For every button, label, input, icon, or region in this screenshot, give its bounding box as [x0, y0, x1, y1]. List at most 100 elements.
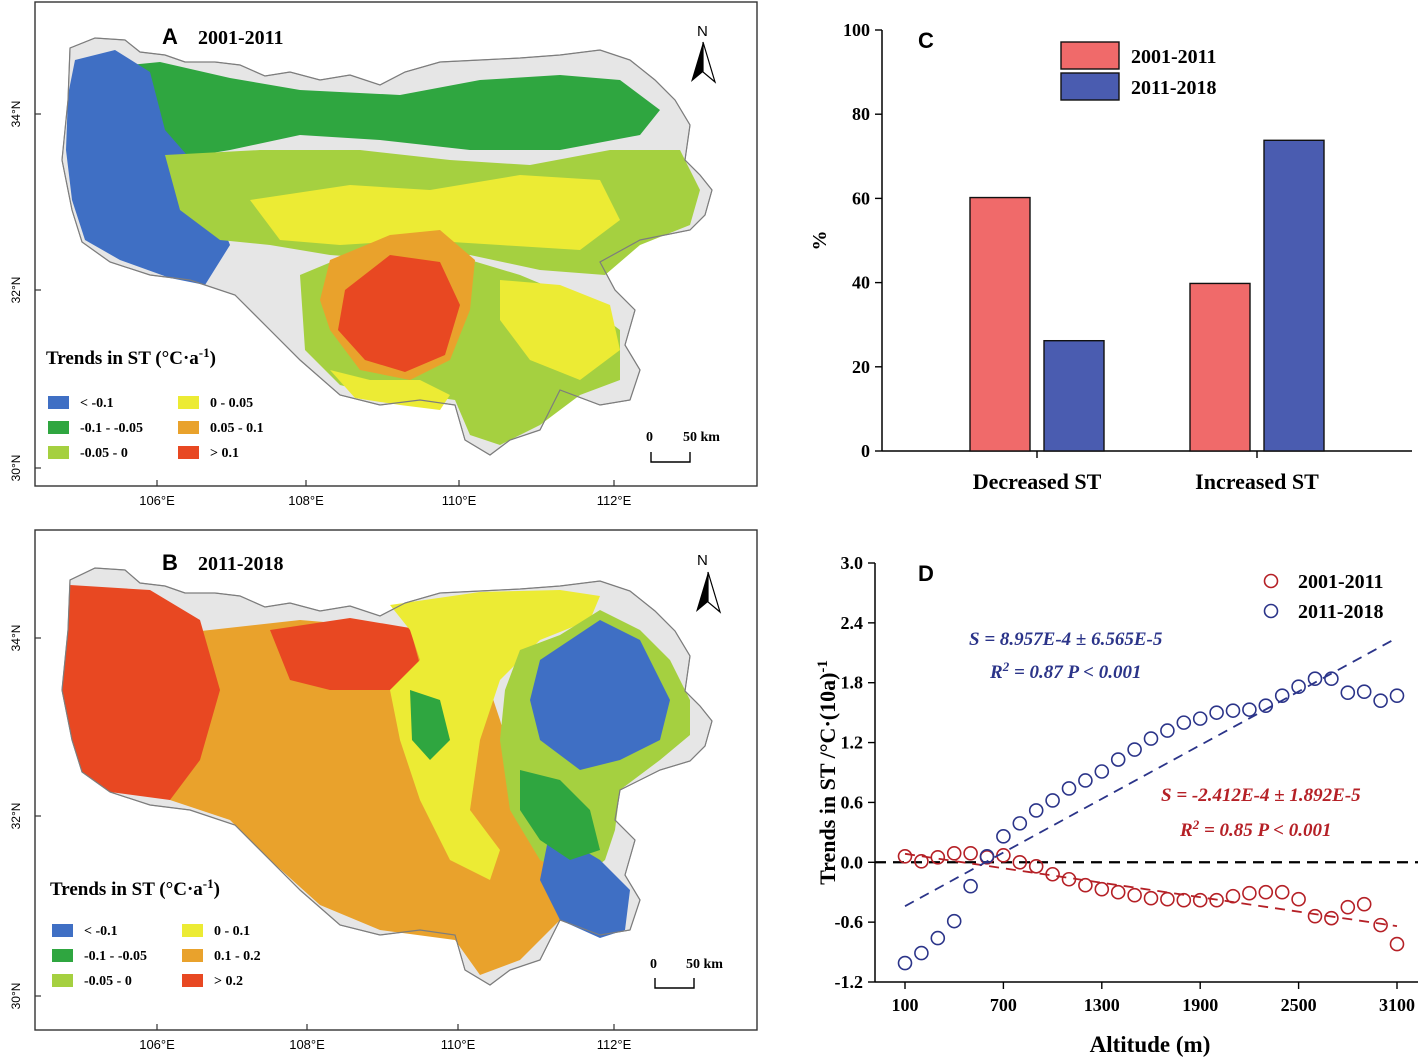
map-a-scalebar: 0 50 km [646, 430, 720, 463]
lat-tick-label: 34°N [9, 101, 23, 128]
legend-label: > 0.1 [210, 446, 239, 461]
scatter-point [1373, 693, 1388, 708]
lon-tick-label: 112°E [597, 1037, 632, 1052]
y-tick-label: 40 [852, 273, 870, 293]
svg-text:50 km: 50 km [686, 957, 723, 972]
legend-label: -0.05 - 0 [84, 974, 132, 989]
y-tick-label: 1.2 [841, 733, 864, 753]
svg-text:0: 0 [646, 430, 653, 445]
y-axis-label: Trends in ST /°C·(10a)-1 [815, 660, 840, 885]
legend-label: -0.1 - -0.05 [80, 421, 143, 436]
scatter-point [1291, 679, 1306, 695]
legend-swatch [52, 974, 73, 987]
scatter-point [914, 945, 929, 961]
fit-r-squared: R2 = 0.87 P < 0.001 [989, 659, 1142, 684]
scatter-point [963, 846, 978, 861]
map-a-ticks: 34°N 32°N 30°N 106°E 108°E 110°E 112°E [9, 101, 632, 508]
panel-b-label: B [162, 550, 178, 575]
bar [1189, 282, 1251, 452]
scatter-point [1258, 884, 1274, 900]
map-b-scalebar: 0 50 km [650, 957, 723, 989]
scatter-point [1324, 910, 1339, 926]
lat-tick-label: 30°N [9, 983, 23, 1010]
lon-tick-label: 110°E [442, 493, 477, 508]
fit-line [904, 852, 1398, 928]
legend-marker [1263, 603, 1279, 619]
y-tick-label: 3.0 [841, 553, 864, 573]
map-b-ticks: 34°N 32°N 30°N 106°E 108°E 110°E 112°E [9, 625, 632, 1052]
y-tick-label: 100 [843, 20, 870, 40]
svg-text:0: 0 [650, 957, 657, 972]
scatter-point [1389, 936, 1405, 952]
map-b-title: 2011-2018 [198, 553, 284, 575]
scatter-point [1209, 892, 1224, 908]
scatter-point [1078, 773, 1093, 788]
legend-swatch [52, 924, 73, 937]
lat-tick-label: 32°N [9, 277, 23, 304]
legend-label: -0.05 - 0 [80, 446, 128, 461]
y-tick-label: 60 [852, 188, 870, 208]
x-tick-label: Decreased ST [973, 469, 1102, 494]
legend-label: > 0.2 [214, 974, 243, 989]
legend-label: -0.1 - -0.05 [84, 949, 147, 964]
scatter-point [1143, 731, 1159, 746]
scatter-point [1045, 793, 1060, 808]
scatter-point [930, 930, 946, 946]
scatter-point [1324, 671, 1339, 687]
scatter-point [1061, 781, 1077, 796]
scatter-point [1143, 890, 1159, 906]
scatter-point [1307, 908, 1323, 924]
scatter-point [1356, 896, 1372, 912]
panel-a-label: A [162, 24, 178, 49]
legend-label: < -0.1 [84, 924, 118, 939]
bar [969, 196, 1031, 452]
legend-label: 2001-2011 [1131, 46, 1217, 68]
lon-tick-label: 110°E [441, 1037, 476, 1052]
scatter-point [897, 848, 913, 864]
map-a-legend-title: Trends in ST (°C·a-1) [46, 345, 216, 370]
scatter-point [979, 848, 995, 864]
legend-swatch [1060, 72, 1120, 101]
lon-tick-label: 108°E [289, 1037, 325, 1052]
scatter-point [1110, 752, 1126, 767]
map-b-legend-title: Trends in ST (°C·a-1) [50, 876, 220, 901]
scatter-point [963, 878, 978, 894]
scatter-point [1160, 723, 1175, 738]
scatter-point [1192, 711, 1208, 726]
legend-swatch [182, 974, 203, 987]
legend-label: 2011-2018 [1131, 77, 1217, 99]
panel-c: C 0 20 40 60 80 100% Decreased ST Increased ST 2… [809, 20, 1412, 494]
scatter-point [1274, 884, 1290, 900]
legend-label: 0 - 0.05 [210, 396, 253, 411]
scatter-point [1110, 884, 1126, 900]
scatter-point [1127, 742, 1142, 757]
scatter-point [1209, 705, 1224, 720]
map-a-title: 2001-2011 [198, 27, 284, 49]
legend-label: 2011-2018 [1298, 601, 1384, 623]
legend-swatch [48, 396, 69, 409]
y-tick-label: 0 [861, 441, 870, 461]
y-tick-label: 2.4 [841, 613, 864, 633]
scatter-chart: -1.2 -0.6 0.0 0.6 1.2 1.8 2.4 3.0 100 700 1300 1900… [815, 553, 1418, 1057]
scatter-point [1258, 698, 1274, 713]
x-tick-label: 3100 [1379, 995, 1415, 1015]
bar [1263, 139, 1325, 452]
svg-text:N: N [697, 552, 708, 569]
scatter-point [1061, 871, 1077, 887]
x-tick-label: 700 [990, 995, 1017, 1015]
panel-b: B 2011-2018 N Trends in ST (°C·a-1) < -0… [9, 529, 758, 1052]
legend-label: 2001-2011 [1298, 571, 1384, 593]
scatter-point [1291, 891, 1306, 907]
legend-swatch [48, 421, 69, 434]
legend-swatch [178, 396, 199, 409]
scatter-point [1225, 703, 1241, 718]
scatter-point [1078, 877, 1093, 893]
scatter-point [1340, 685, 1356, 700]
fit-equation: S = 8.957E-4 ± 6.565E-5 [969, 629, 1163, 650]
scatter-point [930, 849, 946, 865]
legend-swatch [178, 446, 199, 459]
legend-label: 0.1 - 0.2 [214, 949, 261, 964]
y-tick-label: 0.0 [841, 852, 864, 872]
lon-tick-label: 108°E [288, 493, 324, 508]
scatter-point [1307, 671, 1323, 687]
